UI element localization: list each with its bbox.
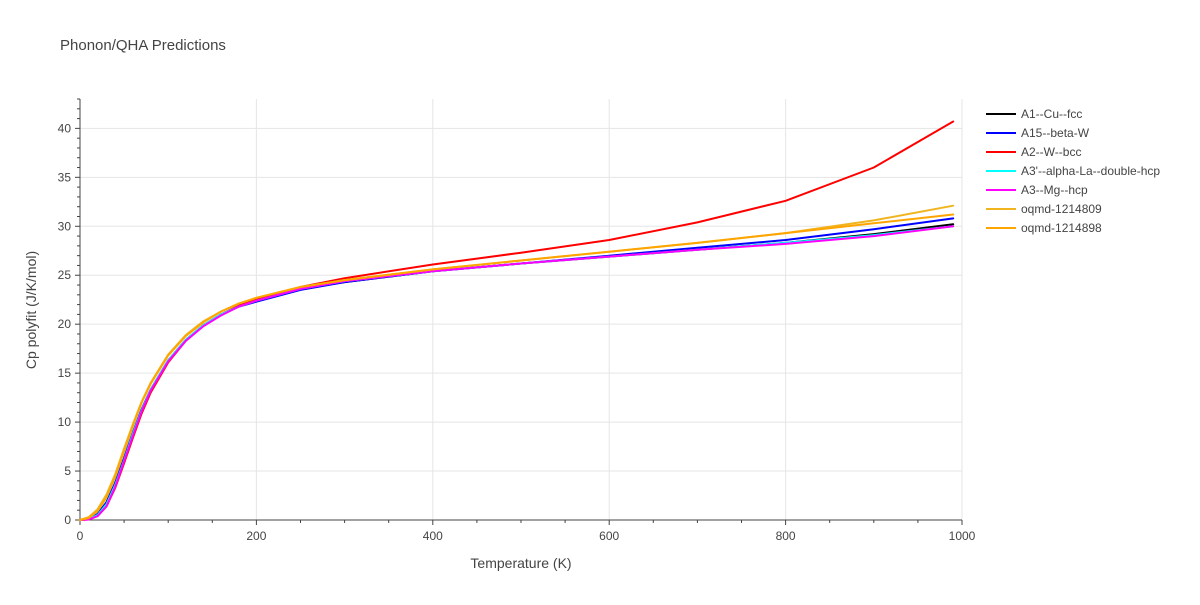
legend-label: A15--beta-W — [1021, 126, 1090, 140]
x-axis-title: Temperature (K) — [470, 555, 571, 571]
y-tick-label: 35 — [58, 170, 72, 184]
legend-item[interactable]: A3--Mg--hcp — [986, 183, 1088, 197]
x-tick-label: 600 — [599, 529, 619, 543]
x-tick-label: 400 — [423, 529, 443, 543]
y-tick-label: 0 — [64, 513, 71, 527]
legend-label: A1--Cu--fcc — [1021, 107, 1082, 121]
legend-item[interactable]: oqmd-1214898 — [986, 221, 1102, 235]
y-tick-label: 5 — [64, 464, 71, 478]
chart-title: Phonon/QHA Predictions — [60, 37, 226, 54]
y-tick-label: 25 — [58, 268, 72, 282]
y-tick-label: 40 — [58, 121, 72, 135]
legend-item[interactable]: A2--W--bcc — [986, 145, 1081, 159]
legend-item[interactable]: oqmd-1214809 — [986, 202, 1102, 216]
legend-label: A3'--alpha-La--double-hcp — [1021, 164, 1160, 178]
x-tick-label: 0 — [77, 529, 84, 543]
grid-layer — [80, 99, 963, 520]
series-line[interactable] — [79, 223, 955, 521]
x-tick-label: 1000 — [949, 529, 976, 543]
legend-item[interactable]: A1--Cu--fcc — [986, 107, 1082, 121]
legend-label: A2--W--bcc — [1021, 145, 1081, 159]
y-tick-label: 30 — [58, 219, 72, 233]
legend-label: oqmd-1214898 — [1021, 221, 1102, 235]
legend-label: oqmd-1214809 — [1021, 202, 1102, 216]
legend[interactable]: A1--Cu--fcc A15--beta-W A2--W--bcc A3'--alp… — [986, 107, 1160, 235]
series-line[interactable] — [79, 213, 955, 521]
legend-label: A3--Mg--hcp — [1021, 183, 1088, 197]
series-line[interactable] — [79, 225, 955, 521]
y-tick-label: 15 — [58, 366, 72, 380]
x-tick-label: 800 — [776, 529, 796, 543]
legend-item[interactable]: A3'--alpha-La--double-hcp — [986, 164, 1160, 178]
y-tick-label: 20 — [58, 317, 72, 331]
x-tick-label: 200 — [246, 529, 266, 543]
y-tick-label: 10 — [58, 415, 72, 429]
y-axis-title: Cp polyfit (J/K/mol) — [23, 251, 39, 369]
legend-item[interactable]: A15--beta-W — [986, 126, 1090, 140]
axes-layer: 0 200 400 600 800 1000 0 5 10 15 20 25 30 35 40 — [58, 98, 976, 543]
series-layer — [79, 120, 955, 521]
